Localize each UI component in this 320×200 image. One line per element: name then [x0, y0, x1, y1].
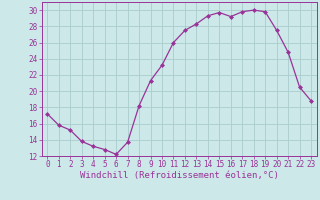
X-axis label: Windchill (Refroidissement éolien,°C): Windchill (Refroidissement éolien,°C) — [80, 171, 279, 180]
